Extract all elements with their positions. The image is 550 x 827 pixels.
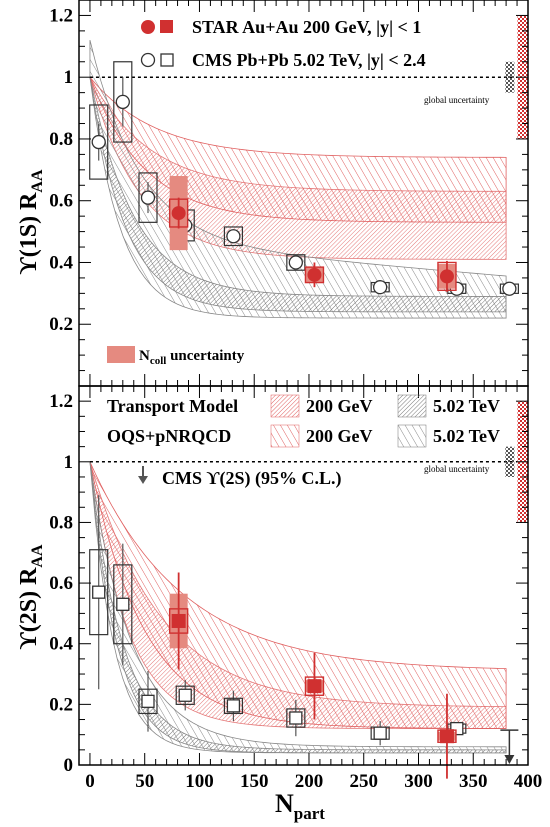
cms-point — [373, 726, 387, 740]
legend-transport-502-swatch — [397, 394, 427, 418]
x-tick-label: 0 — [85, 771, 95, 792]
y-tick-label: 1 — [64, 452, 74, 473]
star-point — [307, 267, 322, 282]
star-sys-box — [437, 261, 457, 291]
cms-point — [116, 597, 130, 611]
axes: 0 0.2 0.4 0.6 0.8 1 1.2 0 50 100 150 200 250 300 350 40… — [49, 385, 543, 792]
global-uncertainty-label: global uncertainty — [424, 464, 490, 474]
y-tick-label: 1 — [64, 67, 74, 88]
legend-transport-200-label: 200 GeV — [306, 396, 373, 416]
legend-transport-200-swatch — [270, 394, 300, 418]
star-point — [171, 206, 186, 221]
legend-oqs-200-label: 200 GeV — [306, 426, 373, 446]
band-transport-502 — [89, 77, 507, 313]
cms-point — [115, 94, 130, 110]
legend-oqs-200-swatch — [270, 424, 300, 448]
y-tick-label: 0.4 — [49, 252, 73, 273]
cms-sys-box — [138, 172, 158, 223]
cms-sys-box — [89, 549, 109, 636]
y-tick-label: 0.4 — [49, 634, 73, 655]
cms-sys-box — [113, 564, 133, 645]
cms-sys-box — [138, 688, 158, 715]
y-tick-label: 0.2 — [49, 314, 73, 335]
cms-limit-arrow — [504, 755, 515, 764]
x-tick-label: 350 — [459, 771, 488, 792]
star-sys-box — [168, 198, 189, 228]
cms-point — [288, 255, 303, 270]
x-tick-label: 150 — [240, 771, 269, 792]
x-tick-label: 400 — [514, 771, 543, 792]
x-tick-label: 200 — [295, 771, 324, 792]
legend-cms-limit-arrow-icon — [138, 466, 148, 484]
y-tick-label: 1.2 — [49, 391, 73, 412]
global-uncertainty-label: global uncertainty — [424, 95, 490, 105]
panel-2s: 0 0.2 0.4 0.6 0.8 1 1.2 0 50 100 150 200 250 300 350 40… — [16, 385, 543, 823]
star-sys-box — [304, 676, 325, 696]
x-tick-label: 50 — [135, 771, 154, 792]
legend-star-circle — [141, 20, 155, 34]
legend-cms-circle — [140, 52, 156, 68]
y-axis-label-1s: ϒ(1S) RAA — [16, 169, 46, 275]
legend-oqs-label: OQS+pNRQCD — [107, 426, 231, 446]
cms-point — [178, 688, 192, 702]
y-tick-label: 0.8 — [49, 512, 73, 533]
star-point — [171, 613, 186, 628]
y-tick-label: 0.2 — [49, 694, 73, 715]
legend-transport-label: Transport Model — [107, 396, 238, 416]
cms-sys-box — [223, 226, 244, 247]
plot-frame — [78, 385, 529, 766]
legend-cms-square — [160, 53, 174, 67]
legend-cms-limit-label: CMS ϒ(2S) (95% C.L.) — [162, 468, 342, 489]
y-tick-label: 1.2 — [49, 5, 73, 26]
x-tick-label: 300 — [404, 771, 433, 792]
y-tick-label: 0 — [64, 755, 74, 776]
star-point — [439, 729, 454, 744]
x-tick-label: 250 — [349, 771, 378, 792]
legend-oqs-502-label: 5.02 TeV — [433, 426, 500, 446]
global-uncertainty-cms — [505, 446, 515, 477]
cms-point — [91, 134, 106, 150]
global-uncertainty-cms — [505, 61, 515, 93]
y-tick-label: 0.8 — [49, 129, 73, 150]
panel-1s: 0.2 0.4 0.6 0.8 1 1.2 global uncertainty STAR… — [16, 0, 529, 387]
y-axis-label-2s: ϒ(2S) RAA — [16, 544, 46, 650]
cms-point — [141, 694, 155, 708]
cms-sys-box — [286, 254, 306, 271]
legend-ncoll-label: Ncoll uncertainty — [139, 348, 245, 367]
star-sys-box — [304, 266, 325, 284]
band-transport-502 — [89, 461, 507, 754]
cms-point — [226, 229, 241, 244]
legend-cms-label: CMS Pb+Pb 5.02 TeV, |y| < 2.4 — [192, 50, 426, 70]
y-tick-label: 0.6 — [49, 191, 73, 212]
legend-ncoll-swatch — [107, 346, 135, 363]
cms-point — [502, 281, 517, 296]
cms-sys-box — [223, 697, 244, 715]
legend-star-square — [160, 20, 173, 33]
cms-point — [226, 699, 241, 713]
cms-sys-box — [286, 708, 306, 728]
cms-sys-box — [89, 104, 109, 180]
cms-sys-box — [113, 61, 133, 143]
star-point — [439, 269, 454, 284]
band-transport-200 — [89, 461, 507, 730]
cms-point — [92, 585, 106, 599]
cms-point — [373, 280, 388, 295]
star-point — [307, 679, 322, 694]
cms-sys-box — [175, 685, 195, 705]
y-tick-label: 0.6 — [49, 573, 73, 594]
legend-star-label: STAR Au+Au 200 GeV, |y| < 1 — [192, 17, 421, 37]
cms-point — [289, 711, 303, 725]
x-tick-label: 100 — [185, 771, 214, 792]
legend-oqs-502-swatch — [397, 424, 427, 448]
legend-transport-502-label: 5.02 TeV — [433, 396, 500, 416]
cms-point — [140, 190, 156, 205]
star-sys-box — [168, 608, 189, 634]
x-axis-label: Npart — [275, 789, 325, 823]
